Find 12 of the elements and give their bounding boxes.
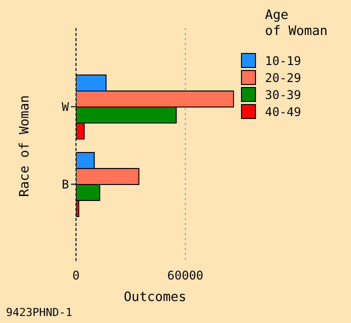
legend-label: 40-49 xyxy=(265,104,302,118)
legend-label: 30-39 xyxy=(265,88,302,102)
legend-title: Age of Woman xyxy=(265,8,329,40)
text: 9423PHND-1 xyxy=(6,306,72,319)
x-axis-title: Outcomes xyxy=(122,290,188,305)
y-tick-label: B xyxy=(62,178,69,192)
y-axis-title: Race of Woman xyxy=(18,95,32,197)
legend-label: 10-19 xyxy=(265,54,302,68)
legend-label: 20-29 xyxy=(265,70,302,84)
y-tick-label: W xyxy=(62,100,70,114)
x-tick-label: 0 xyxy=(72,268,80,283)
x-tick-label: 60000 xyxy=(167,268,204,283)
